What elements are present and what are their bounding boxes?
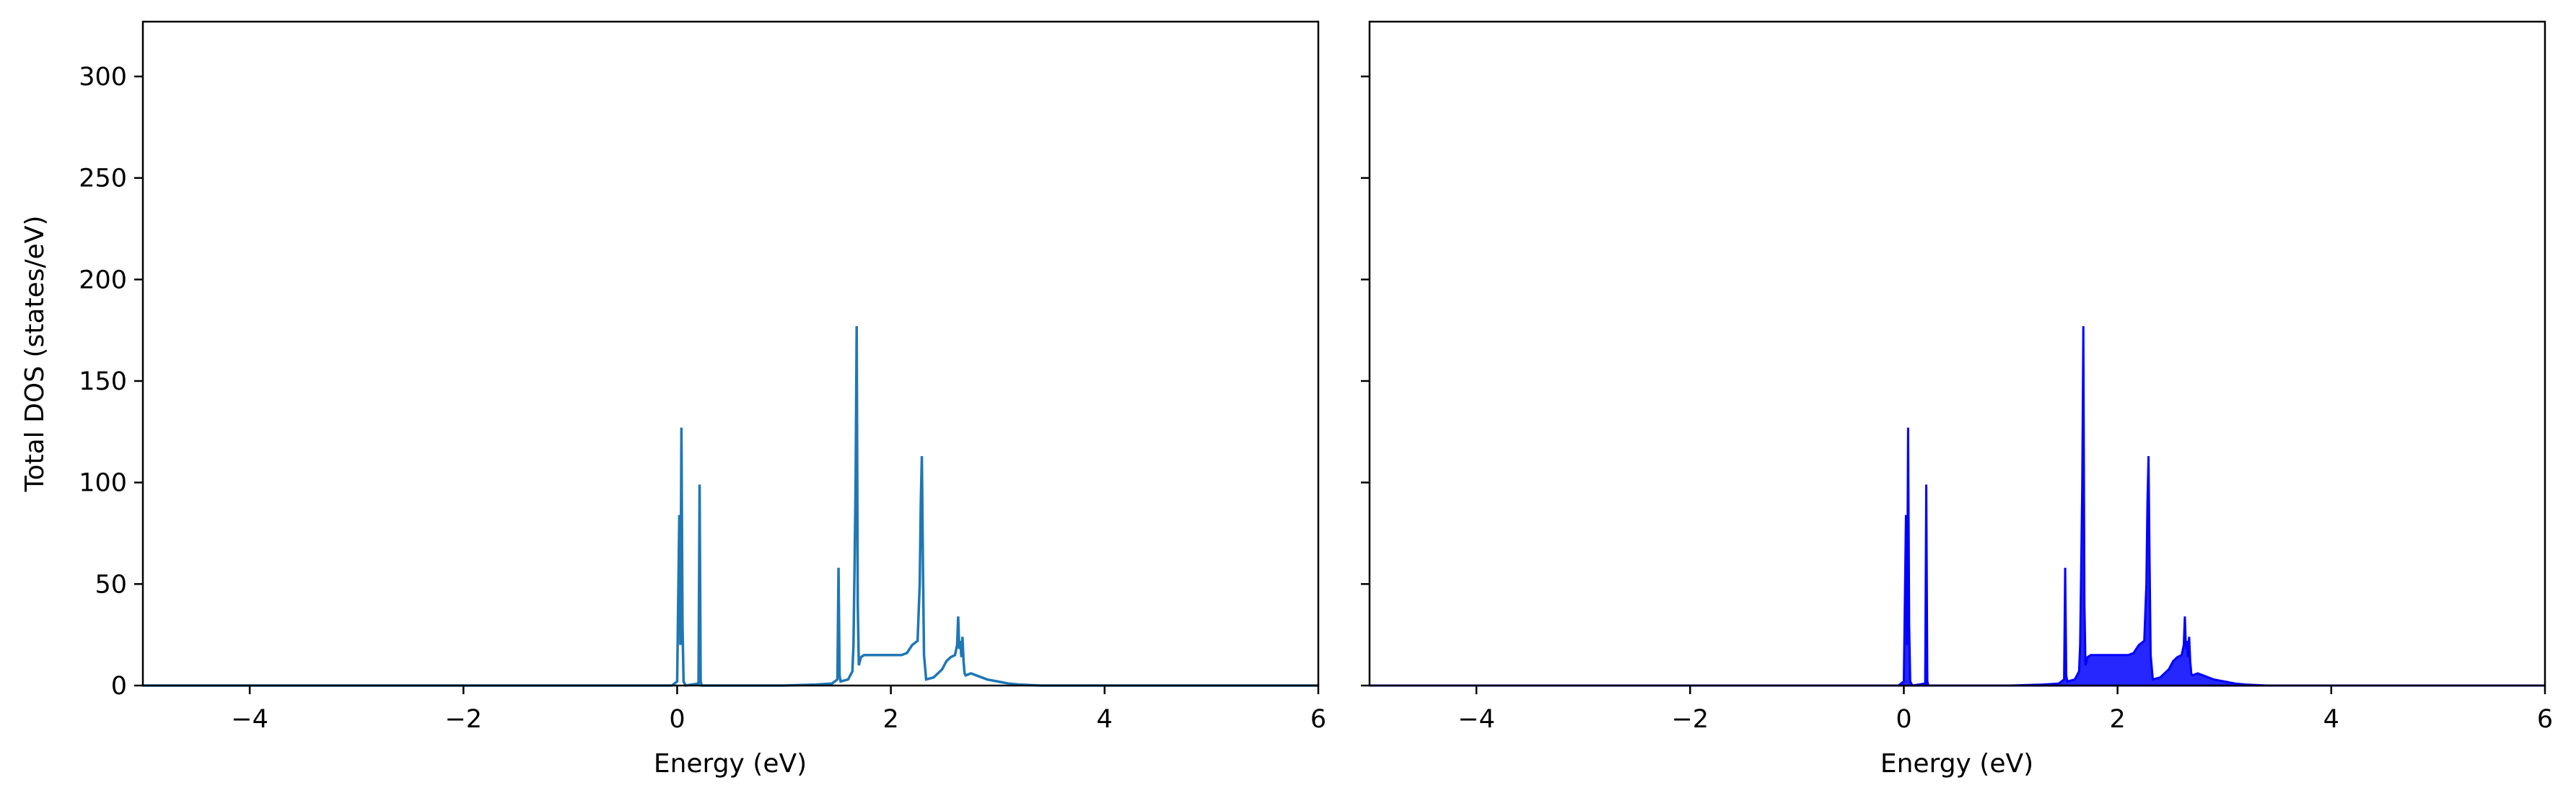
y-tick-label: 300 — [79, 63, 127, 92]
left-y-ticks: 0 50 100 150 200 250 300 — [79, 63, 143, 701]
y-tick-label: 200 — [79, 266, 127, 294]
y-tick-label: 250 — [79, 165, 127, 193]
x-tick-label: −2 — [444, 705, 482, 734]
x-tick-label: 4 — [1097, 705, 1113, 734]
x-tick-label: 2 — [882, 705, 898, 734]
y-tick-label: 50 — [95, 570, 127, 599]
x-tick-label: 0 — [1896, 705, 1911, 734]
x-tick-label: 0 — [669, 705, 685, 734]
y-tick-label: 150 — [79, 367, 127, 396]
left-plot-frame — [141, 20, 1320, 687]
right-plot-frame — [1368, 20, 2546, 687]
y-tick-label: 100 — [79, 469, 127, 498]
x-tick-label: 2 — [2109, 705, 2125, 734]
x-tick-label: 6 — [2537, 705, 2553, 734]
left-x-ticks: −4 −2 0 2 4 6 — [231, 686, 1326, 734]
right-dos-filled-curve — [1370, 326, 2545, 687]
y-tick-label: 0 — [111, 672, 127, 701]
x-tick-label: −2 — [1671, 705, 1709, 734]
left-x-axis-label: Energy (eV) — [654, 749, 807, 779]
left-y-axis-label: Total DOS (states/eV) — [20, 216, 50, 493]
right-x-axis-label: Energy (eV) — [1880, 749, 2033, 779]
x-tick-label: −4 — [231, 705, 268, 734]
right-y-ticks — [1361, 75, 1370, 687]
x-tick-label: −4 — [1458, 705, 1495, 734]
x-tick-label: 6 — [1310, 705, 1326, 734]
right-panel: −4 −2 0 2 4 6 Energy (eV) — [1361, 20, 2553, 779]
left-dos-curve — [143, 326, 1318, 687]
right-x-ticks: −4 −2 0 2 4 6 — [1458, 686, 2553, 734]
x-tick-label: 4 — [2323, 705, 2339, 734]
